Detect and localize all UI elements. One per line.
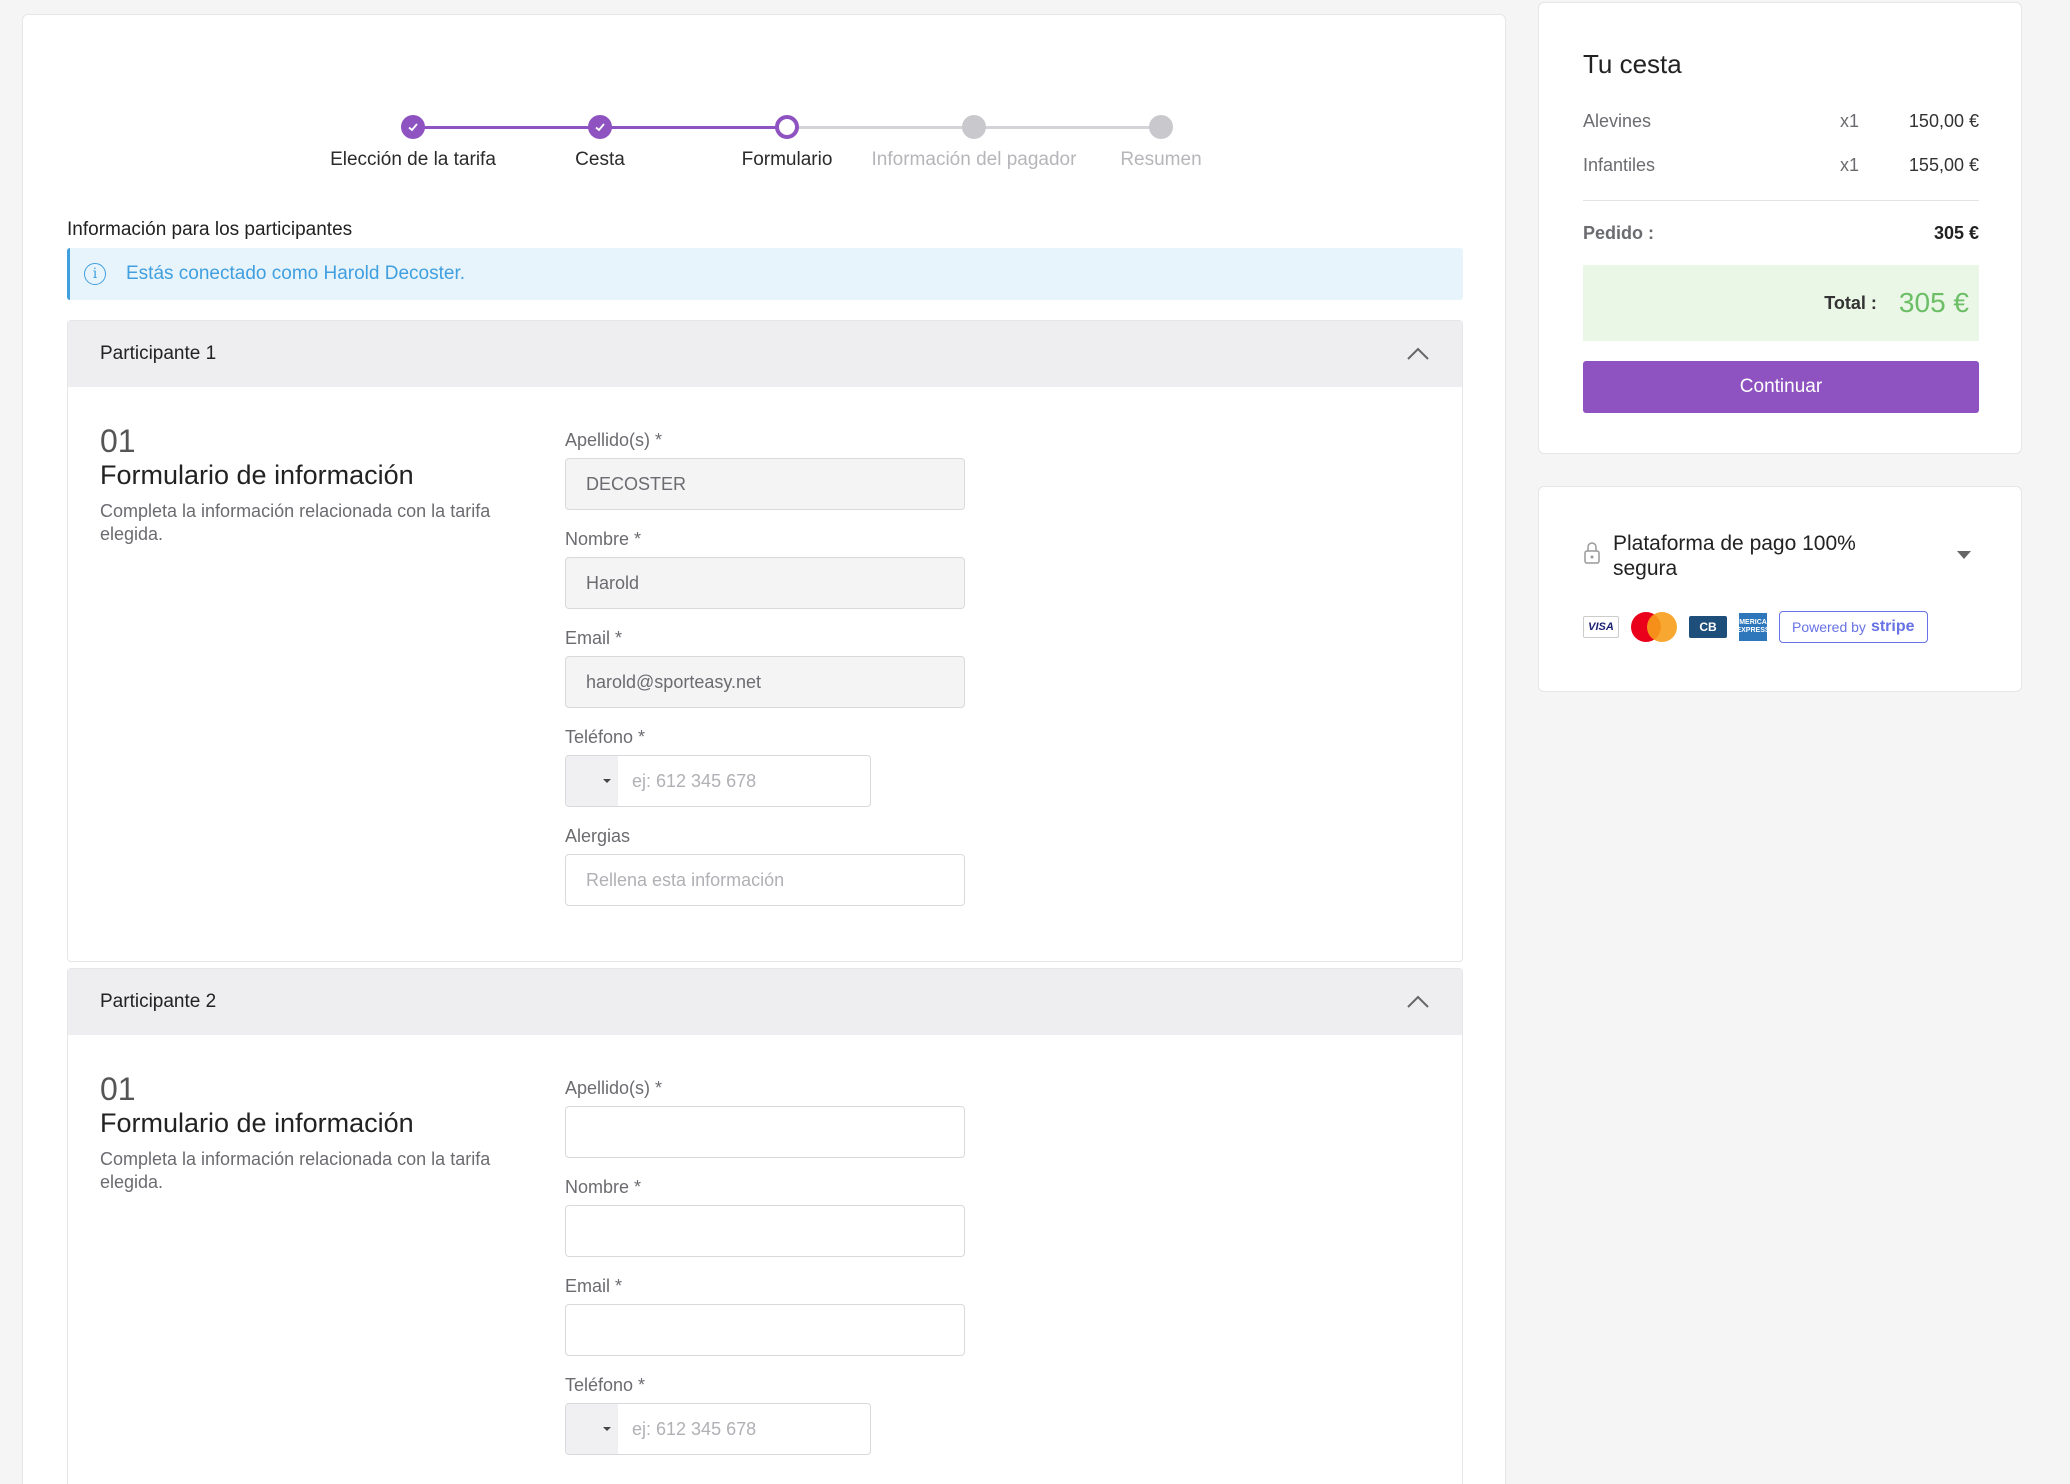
country-code-select[interactable] [566, 756, 618, 806]
field-telefono: Teléfono * ej: 612 345 678 [565, 727, 871, 807]
apellido-input[interactable]: DECOSTER [565, 458, 965, 510]
field-label: Email * [565, 1276, 623, 1296]
amex-icon: AMERICAN EXPRESS [1734, 613, 1772, 641]
field-telefono: Teléfono * ej: 612 345 678 [565, 1375, 871, 1455]
phone-field: ej: 612 345 678 [565, 755, 871, 807]
payment-logos: VISA CB AMERICAN EXPRESS Powered by stri… [1583, 611, 1928, 643]
pending-step-dot [962, 115, 986, 139]
form-title: Formulario de información [100, 460, 414, 490]
total-box: Total : 305 € [1583, 265, 1979, 341]
participant-title: Participante 1 [100, 343, 217, 364]
form-number: 01 [100, 1071, 136, 1107]
phone-input[interactable]: ej: 612 345 678 [632, 770, 757, 791]
mastercard-icon [1631, 612, 1677, 642]
lock-icon [1583, 541, 1601, 570]
phone-input[interactable]: ej: 612 345 678 [632, 1418, 757, 1439]
cart-item-price: 155,00 € [1908, 155, 1979, 175]
secure-payment-text: Plataforma de pago 100% segura [1613, 532, 1856, 580]
cart-item: Alevines x1 150,00 € [1583, 111, 1979, 141]
current-step-dot [775, 115, 799, 139]
info-alert: i Estás conectado como Harold Decoster. [67, 248, 1463, 300]
form-description: Completa la información relacionada con … [100, 1149, 491, 1192]
nombre-input[interactable] [565, 1205, 965, 1257]
step-label: Resumen [1120, 149, 1202, 170]
stripe-badge[interactable]: Powered by stripe [1779, 611, 1928, 643]
cart-item: Infantiles x1 155,00 € [1583, 155, 1979, 185]
order-label: Pedido : [1583, 223, 1654, 243]
cart-item-name: Infantiles [1583, 155, 1656, 175]
step-formulario: Formulario [667, 111, 907, 171]
continue-button[interactable]: Continuar [1583, 361, 1979, 413]
field-alergias: Alergias Rellena esta información [565, 826, 965, 906]
email-input[interactable] [565, 1304, 965, 1356]
cart-item-qty: x1 [1839, 111, 1859, 131]
order-value: 305 € [1933, 223, 1979, 243]
caret-down-icon [603, 779, 611, 783]
apellido-input[interactable] [565, 1106, 965, 1158]
cart-item-name: Alevines [1583, 111, 1652, 131]
form-description: Completa la información relacionada con … [100, 501, 491, 544]
cart-card: Tu cesta Alevines x1 150,00 € Infantiles… [1538, 2, 2022, 454]
field-label: Nombre * [565, 529, 642, 549]
caret-down-icon[interactable] [1957, 551, 1971, 559]
main-card: Elección de la tarifa Cesta Formulario I… [22, 14, 1506, 1484]
participant-header[interactable]: Participante 1 [68, 321, 1462, 387]
stripe-prefix: Powered by [1792, 619, 1866, 635]
cart-item-qty: x1 [1839, 155, 1859, 175]
step-cesta[interactable]: Cesta [480, 111, 720, 171]
divider [1583, 200, 1979, 201]
participant-title: Participante 2 [100, 991, 217, 1012]
cb-icon: CB [1689, 616, 1727, 638]
participant-panel-1: Participante 1 01 Formulario de informac… [67, 320, 1463, 962]
participant-header[interactable]: Participante 2 [68, 969, 1462, 1035]
field-label: Teléfono * [565, 727, 646, 747]
step-eleccion-tarifa[interactable]: Elección de la tarifa [293, 111, 533, 171]
field-email: Email * [565, 1276, 965, 1356]
visa-icon: VISA [1583, 616, 1619, 638]
field-label: Apellido(s) * [565, 430, 663, 450]
step-label: Información del pagador [871, 149, 1077, 170]
field-label: Alergias [565, 826, 631, 846]
alergias-input[interactable]: Rellena esta información [565, 854, 965, 906]
field-label: Apellido(s) * [565, 1078, 663, 1098]
total-label: Total : [1824, 292, 1877, 313]
stripe-brand: stripe [1870, 618, 1915, 635]
participant-panel-2: Participante 2 01 Formulario de informac… [67, 968, 1463, 1484]
step-resumen: Resumen [1041, 111, 1281, 171]
field-label: Teléfono * [565, 1375, 646, 1395]
field-label: Nombre * [565, 1177, 642, 1197]
phone-field: ej: 612 345 678 [565, 1403, 871, 1455]
alert-text: Estás conectado como Harold Decoster. [126, 263, 466, 284]
field-apellido: Apellido(s) * DECOSTER [565, 430, 965, 510]
caret-down-icon [603, 1427, 611, 1431]
field-nombre: Nombre * Harold [565, 529, 965, 609]
chevron-up-icon[interactable] [1406, 342, 1430, 366]
pending-step-dot [1149, 115, 1173, 139]
field-label: Email * [565, 628, 623, 648]
email-input[interactable]: harold@sporteasy.net [565, 656, 965, 708]
step-label: Cesta [575, 149, 625, 170]
check-icon [588, 115, 612, 139]
country-code-select[interactable] [566, 1404, 618, 1454]
checkout-stepper: Elección de la tarifa Cesta Formulario I… [283, 111, 1223, 181]
field-email: Email * harold@sporteasy.net [565, 628, 965, 708]
step-label: Formulario [741, 149, 833, 170]
cart-title: Tu cesta [1583, 49, 1682, 79]
secure-payment-card[interactable]: Plataforma de pago 100% segura VISA CB A… [1538, 486, 2022, 692]
check-icon [401, 115, 425, 139]
section-title: Información para los participantes [67, 219, 353, 240]
info-icon: i [84, 263, 106, 285]
field-nombre: Nombre * [565, 1177, 965, 1257]
step-informacion-pagador: Información del pagador [854, 111, 1094, 171]
form-title: Formulario de información [100, 1108, 414, 1138]
step-label: Elección de la tarifa [330, 149, 496, 170]
cart-item-price: 150,00 € [1908, 111, 1979, 131]
chevron-up-icon[interactable] [1406, 990, 1430, 1014]
field-apellido: Apellido(s) * [565, 1078, 965, 1158]
total-value: 305 € [1898, 287, 1969, 318]
nombre-input[interactable]: Harold [565, 557, 965, 609]
form-number: 01 [100, 423, 136, 459]
